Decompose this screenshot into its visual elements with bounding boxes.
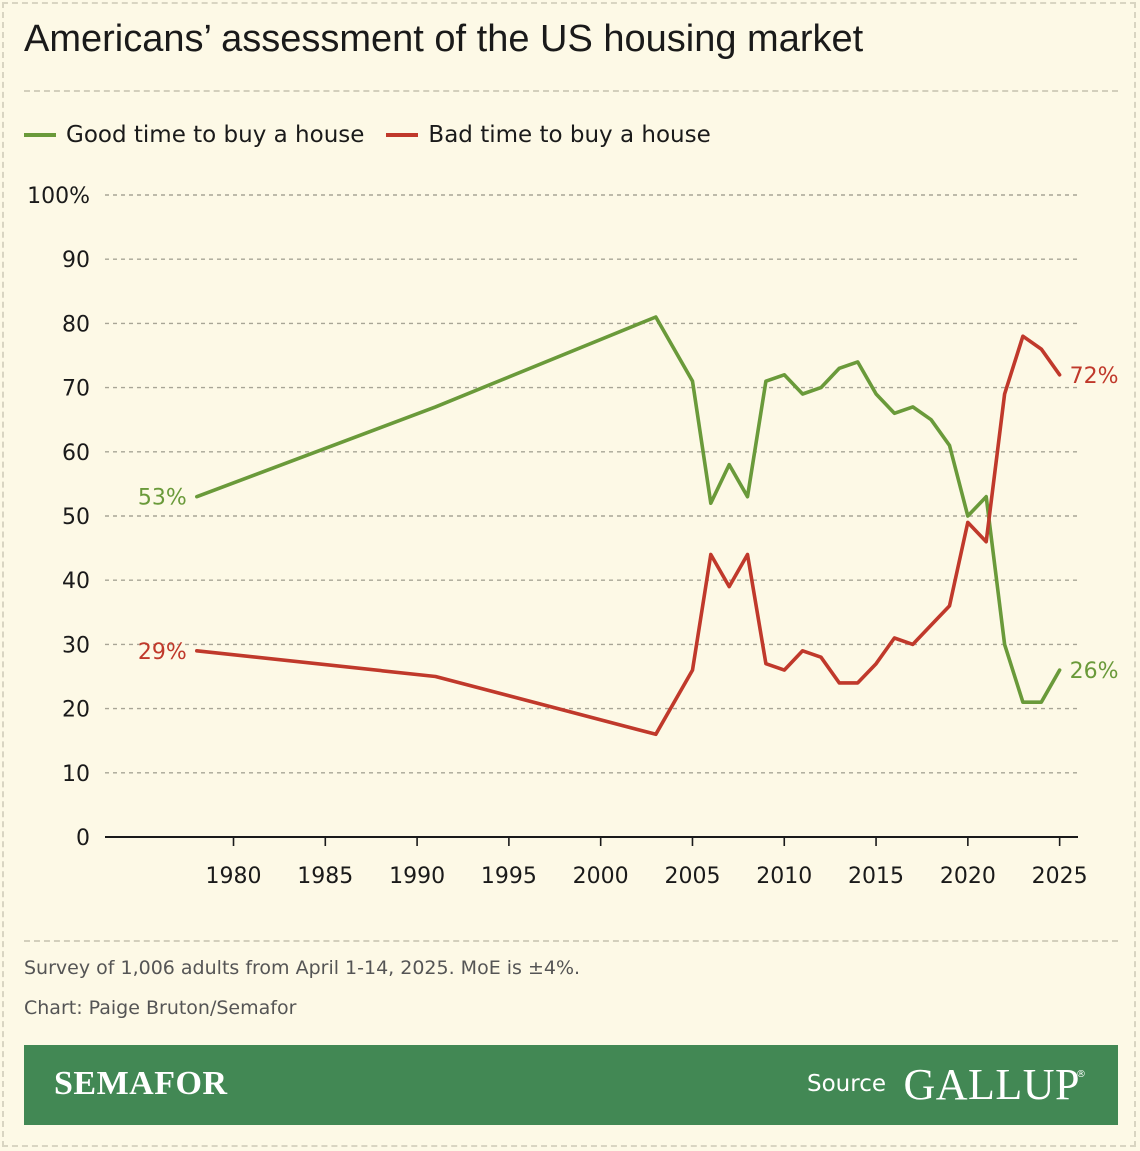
x-tick-label-2005: 2005 [664,864,720,889]
legend-swatch-good [24,133,56,137]
y-tick-label-80: 80 [62,312,90,337]
x-tick-label-1990: 1990 [389,864,445,889]
x-tick-label-1985: 1985 [297,864,353,889]
y-tick-label-40: 40 [62,569,90,594]
gallup-logo: GALLUP [903,1060,1080,1109]
title-divider [24,90,1118,92]
y-tick-label-10: 10 [62,762,90,787]
y-tick-label-90: 90 [62,248,90,273]
legend-swatch-bad [386,133,419,137]
x-tick-label-2000: 2000 [573,864,629,889]
survey-note: Survey of 1,006 adults from April 1-14, … [24,957,581,979]
y-tick-label-60: 60 [62,441,90,466]
legend-label-good: Good time to buy a house [66,122,365,148]
x-tick-label-2025: 2025 [1032,864,1088,889]
x-tick-label-2020: 2020 [940,864,996,889]
registered-mark: ® [1076,1069,1086,1080]
footer-bar: SEMAFOR Source GALLUP ® [24,1045,1118,1125]
legend-item-good: Good time to buy a house [24,122,364,148]
legend-item-bad: Bad time to buy a house [386,122,711,148]
end-label-bad: 72% [1070,364,1119,389]
y-tick-label-70: 70 [62,377,90,402]
legend: Good time to buy a house Bad time to buy… [24,120,733,150]
y-tick-label-0: 0 [76,826,90,851]
series-layer [195,315,1062,737]
end-label-good: 26% [1070,659,1119,684]
legend-label-bad: Bad time to buy a house [428,122,711,148]
label-layer: 53% 26% 29% 72% [138,364,1119,684]
y-tick-label-30: 30 [62,633,90,658]
series-line-bad [195,334,1062,737]
y-tick-label-50: 50 [62,505,90,530]
axis-layer: 0 10 20 30 40 50 60 70 80 90 100% 1980 1985 1990 1995 2… [27,184,1088,889]
x-tick-label-1980: 1980 [206,864,262,889]
y-tick-label-100: 100% [27,184,90,209]
chart-title: Americans’ assessment of the US housing … [24,18,864,60]
start-label-good: 53% [138,486,187,511]
x-tick-label-1995: 1995 [481,864,537,889]
source-label: Source [807,1071,886,1097]
chart-credit: Chart: Paige Bruton/Semafor [24,997,297,1019]
semafor-logo: SEMAFOR [54,1065,228,1102]
x-tick-label-2015: 2015 [848,864,904,889]
start-label-bad: 29% [138,640,187,665]
line-chart: 0 10 20 30 40 50 60 70 80 90 100% 1980 1985 1990 1995 2… [27,184,1119,889]
footnote-divider [24,940,1118,942]
y-tick-label-20: 20 [62,698,90,723]
grid-layer [105,194,1078,774]
x-tick-label-2010: 2010 [756,864,812,889]
